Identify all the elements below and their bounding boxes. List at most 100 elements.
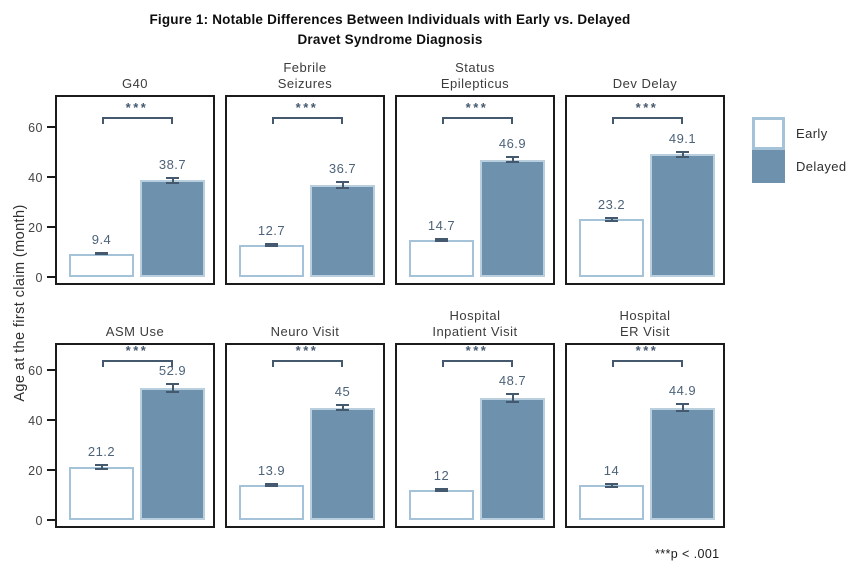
error-bar-cap-bottom xyxy=(605,485,618,488)
panel-hospital-er-visit: 14 44.9 *** xyxy=(565,343,725,528)
early-value-label: 21.2 xyxy=(87,444,116,459)
error-bar-line xyxy=(681,150,684,158)
y-tick-label-20: 20 xyxy=(28,221,43,235)
early-value-label: 12 xyxy=(433,468,450,483)
early-bar xyxy=(579,485,644,520)
error-bar-line xyxy=(511,156,514,164)
panel-hospital-inpatient-visit: 12 48.7 *** xyxy=(395,343,555,528)
legend: Early Delayed xyxy=(752,117,846,183)
early-error-bar xyxy=(265,243,278,248)
y-tick-mark-0 xyxy=(47,276,55,278)
error-bar-line xyxy=(100,464,103,470)
early-error-bar xyxy=(265,483,278,488)
delayed-value-label: 36.7 xyxy=(328,161,357,177)
error-bar-cap-top xyxy=(265,243,278,246)
significance-stars: *** xyxy=(635,100,659,115)
significance-stars: *** xyxy=(295,343,319,358)
early-value-label: 12.7 xyxy=(257,223,286,239)
panel-title-g40: G40 xyxy=(121,75,149,91)
error-bar-cap-bottom xyxy=(506,161,519,164)
early-value-label: 14 xyxy=(603,462,620,478)
error-bar-cap-bottom xyxy=(265,245,278,248)
early-error-bar xyxy=(435,238,448,243)
y-tick-label-40: 40 xyxy=(28,171,43,185)
error-bar-cap-top xyxy=(506,156,519,159)
early-bar xyxy=(409,240,474,277)
error-bar-cap-top xyxy=(95,464,108,466)
y-tick-label-0: 0 xyxy=(35,514,43,528)
significance-bracket xyxy=(611,117,683,124)
y-tick-label-60: 60 xyxy=(28,364,43,378)
y-tick-mark-60 xyxy=(47,126,55,128)
early-error-bar xyxy=(95,252,108,255)
legend-label-delayed: Delayed xyxy=(796,159,847,174)
significance-footnote: ***p < .001 xyxy=(655,547,720,561)
significance-stars: *** xyxy=(125,100,149,115)
y-tick-label-60: 60 xyxy=(28,121,43,135)
early-value-label: 23.2 xyxy=(597,196,626,212)
panel-title-hospital-er-visit: Hospital ER Visit xyxy=(619,307,671,339)
error-bar-cap-top xyxy=(265,483,278,486)
error-bar-cap-top xyxy=(166,176,179,179)
legend-item-delayed: Delayed xyxy=(752,150,846,183)
delayed-bar xyxy=(480,398,545,520)
delayed-error-bar xyxy=(506,156,519,164)
significance-stars: *** xyxy=(295,100,319,115)
error-bar-cap-bottom xyxy=(166,390,179,393)
panel-g40: 0 20 40 60 9.4 38.7 *** xyxy=(28,95,215,285)
error-bar-cap-top xyxy=(506,393,519,396)
early-bar xyxy=(579,219,644,277)
error-bar-cap-top xyxy=(336,181,349,184)
delayed-value-label: 48.7 xyxy=(498,373,527,389)
y-tick-label-20: 20 xyxy=(28,464,43,478)
error-bar-cap-top xyxy=(676,150,689,153)
error-bar-line xyxy=(341,181,344,190)
error-bar-line xyxy=(171,176,174,184)
early-error-bar xyxy=(605,482,618,488)
panel-title-neuro-visit: Neuro Visit xyxy=(270,323,340,339)
early-bar xyxy=(69,253,134,277)
early-value-label: 13.9 xyxy=(257,463,286,479)
error-bar-cap-bottom xyxy=(166,181,179,184)
panel-asm-use: 0 20 40 60 21.2 52.9 *** xyxy=(28,343,215,528)
error-bar-cap-top xyxy=(336,404,349,406)
delayed-error-bar xyxy=(166,176,179,184)
delayed-bar xyxy=(310,407,375,520)
early-error-bar xyxy=(605,216,618,222)
error-bar-cap-top xyxy=(605,216,618,219)
delayed-bar xyxy=(310,185,375,277)
delayed-value-label: 52.9 xyxy=(158,362,187,378)
significance-bracket xyxy=(611,360,683,367)
panel-febrile-seizures: 12.7 36.7 *** xyxy=(225,95,385,285)
legend-item-early: Early xyxy=(752,117,827,150)
panel-dev-delay: 23.2 49.1 *** xyxy=(565,95,725,285)
delayed-error-bar xyxy=(676,150,689,158)
delayed-error-bar xyxy=(336,181,349,190)
error-bar-line xyxy=(171,382,174,393)
panel-title-febrile-seizures: Febrile Seizures xyxy=(277,59,333,91)
error-bar-cap-top xyxy=(435,488,448,490)
error-bar-cap-bottom xyxy=(95,253,108,255)
figure-title: Figure 1: Notable Differences Between In… xyxy=(0,10,780,49)
significance-bracket xyxy=(101,117,173,124)
error-bar-cap-bottom xyxy=(435,490,448,492)
delayed-error-bar xyxy=(336,404,349,411)
panel-title-dev-delay: Dev Delay xyxy=(612,75,678,91)
error-bar-cap-bottom xyxy=(336,187,349,190)
error-bar-cap-top xyxy=(435,238,448,241)
early-bar xyxy=(239,245,304,277)
y-tick-mark-60 xyxy=(47,369,55,371)
delayed-bar xyxy=(140,387,205,520)
panel-status-epilepticus: 14.7 46.9 *** xyxy=(395,95,555,285)
significance-bracket xyxy=(271,360,343,367)
significance-bracket xyxy=(441,360,513,367)
delayed-value-label: 45 xyxy=(334,384,351,399)
significance-stars: *** xyxy=(125,343,149,358)
error-bar-cap-top xyxy=(166,382,179,385)
significance-bracket xyxy=(271,117,343,124)
delayed-bar xyxy=(650,154,715,277)
delayed-value-label: 49.1 xyxy=(668,130,697,146)
error-bar-line xyxy=(681,403,684,413)
significance-stars: *** xyxy=(465,343,489,358)
